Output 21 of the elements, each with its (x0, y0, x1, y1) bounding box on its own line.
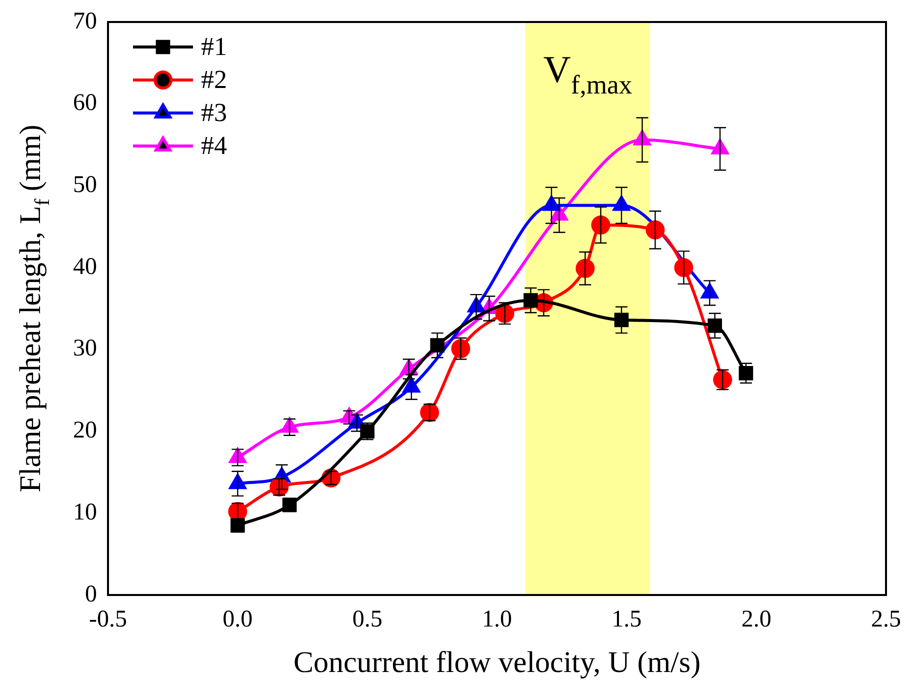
x-axis-title: Concurrent flow velocity, U (m/s) (293, 646, 701, 679)
x-tick-label: 2.5 (871, 606, 901, 633)
y-tick-label: 40 (73, 254, 97, 280)
y-tick-label: 60 (73, 90, 97, 116)
x-tick-label: -0.5 (89, 606, 127, 633)
legend-label: #2 (201, 64, 227, 94)
legend-label: #1 (201, 32, 227, 61)
x-tick-label: 1.0 (482, 606, 512, 633)
y-axis-title: Flame preheat length, Lf (mm) (14, 124, 54, 492)
y-tick-label: 70 (73, 8, 97, 34)
y-tick-label: 10 (73, 499, 97, 526)
legend-label: #3 (201, 98, 227, 127)
y-tick-label: 0 (85, 581, 97, 608)
y-tick-label: 20 (73, 418, 97, 444)
y-tick-label: 30 (73, 336, 97, 362)
x-tick-label: 2.0 (741, 606, 772, 633)
x-tick-label: 0.5 (352, 606, 382, 633)
x-tick-label: 0.0 (222, 606, 253, 633)
legend-label: #4 (201, 130, 227, 160)
x-tick-label: 1.5 (612, 606, 642, 633)
y-tick-label: 50 (73, 172, 97, 198)
